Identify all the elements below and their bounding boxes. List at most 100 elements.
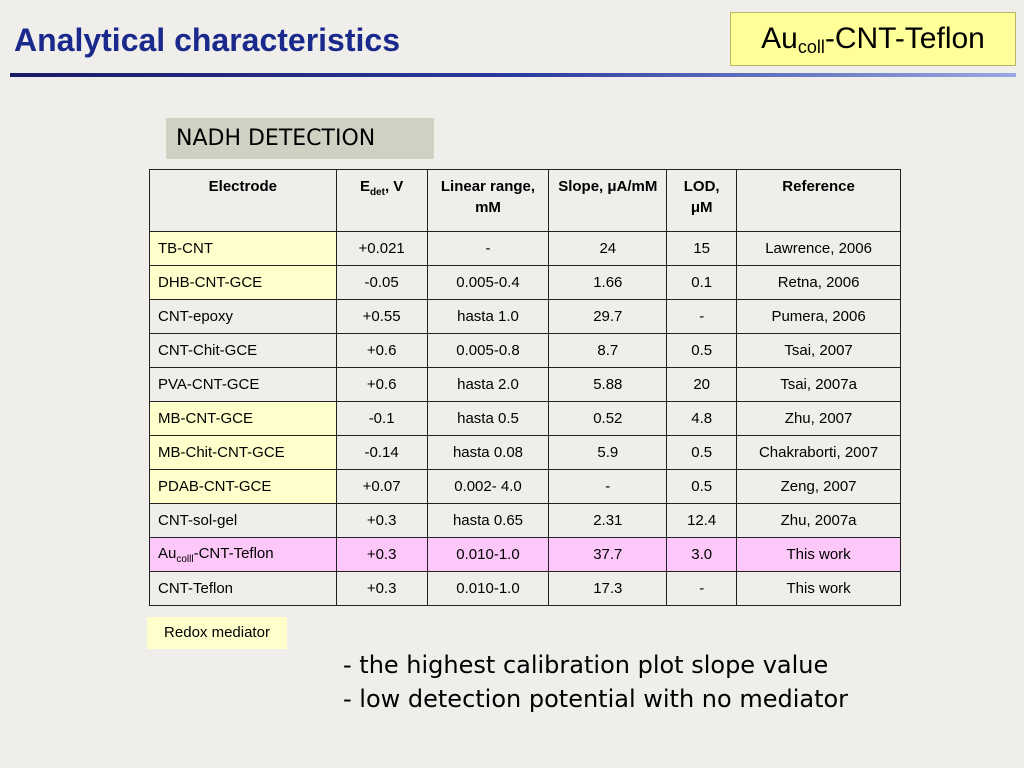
cell-reference: This work (736, 537, 901, 572)
cell-edet: -0.14 (335, 435, 428, 470)
electrode-name: CNT-sol-gel (158, 512, 238, 529)
electrode-name: PVA-CNT-GCE (158, 376, 260, 393)
cell-edet: -0.05 (335, 265, 428, 300)
cell-linear-range: hasta 1.0 (426, 299, 550, 334)
column-header-reference: Reference (736, 169, 901, 232)
cell-electrode: CNT-epoxy (149, 299, 337, 334)
cell-electrode: TB-CNT (149, 231, 337, 266)
cell-electrode: CNT-Teflon (149, 571, 337, 606)
cell-slope: 24 (548, 231, 668, 266)
electrode-name: MB-Chit-CNT-GCE (158, 444, 285, 461)
cell-linear-range: hasta 0.08 (426, 435, 550, 470)
cell-reference: Chakraborti, 2007 (736, 435, 901, 470)
cell-slope: 37.7 (548, 537, 668, 572)
cell-slope: 0.52 (548, 401, 668, 436)
cell-electrode: MB-CNT-GCE (149, 401, 337, 436)
section-label: NADH DETECTION (166, 118, 434, 159)
column-header-lod: LOD, μM (666, 169, 738, 232)
electrode-name: PDAB-CNT-GCE (158, 478, 272, 495)
cell-lod: 3.0 (666, 537, 738, 572)
table-row: PVA-CNT-GCE +0.6 hasta 2.0 5.88 20 Tsai, 2007… (149, 367, 901, 402)
table-row: CNT-sol-gel +0.3 hasta 0.65 2.31 12.4 Zhu, 20… (149, 503, 901, 538)
conclusion-notes: - the highest calibration plot slope val… (343, 648, 848, 716)
cell-edet: +0.6 (335, 367, 428, 402)
cell-edet: +0.3 (335, 503, 428, 538)
cell-lod: - (666, 571, 738, 606)
cell-reference: Tsai, 2007a (736, 367, 901, 402)
title-underline (10, 73, 1016, 77)
table-row: CNT-Teflon +0.3 0.010-1.0 17.3- This work (149, 571, 901, 606)
cell-edet: +0.55 (335, 299, 428, 334)
cell-electrode: CNT-sol-gel (149, 503, 337, 538)
edet-label: E (359, 178, 370, 195)
cell-electrode: Aucolll-CNT-Teflon (149, 537, 337, 572)
electrode-badge: Aucoll-CNT-Teflon (730, 12, 1016, 66)
column-header-linear-range: Linear range, mM (426, 169, 550, 232)
cell-lod: 12.4 (666, 503, 738, 538)
cell-lod: 15 (666, 231, 738, 266)
cell-slope: 8.7 (548, 333, 668, 368)
electrode-name: CNT-epoxy (158, 308, 234, 325)
cell-reference: Pumera, 2006 (736, 299, 901, 334)
cell-edet: -0.1 (335, 401, 428, 436)
cell-electrode: PDAB-CNT-GCE (149, 469, 337, 504)
cell-reference: Zeng, 2007 (736, 469, 901, 504)
badge-prefix: Au (761, 22, 798, 55)
table-row: DHB-CNT-GCE -0.05 0.005-0.4 1.66 0.1 Retna, 2… (149, 265, 901, 300)
cell-electrode: MB-Chit-CNT-GCE (149, 435, 337, 470)
cell-electrode: PVA-CNT-GCE (149, 367, 337, 402)
cell-slope: 29.7 (548, 299, 668, 334)
table-row: MB-Chit-CNT-GCE -0.14 hasta 0.08 5.9 0.5 Chak… (149, 435, 901, 470)
cell-reference: Retna, 2006 (736, 265, 901, 300)
cell-linear-range: 0.005-0.4 (426, 265, 550, 300)
cell-linear-range: 0.002- 4.0 (426, 469, 550, 504)
cell-linear-range: 0.005-0.8 (426, 333, 550, 368)
cell-lod: 20 (666, 367, 738, 402)
column-header-slope: Slope, μA/mM (548, 169, 668, 232)
cell-linear-range: hasta 2.0 (426, 367, 550, 402)
cell-linear-range: - (426, 231, 550, 266)
cell-linear-range: 0.010-1.0 (426, 537, 550, 572)
cell-reference: This work (736, 571, 901, 606)
cell-edet: +0.3 (335, 537, 428, 572)
cell-electrode: DHB-CNT-GCE (149, 265, 337, 300)
table-row: PDAB-CNT-GCE +0.07 0.002- 4.0-0.5 Zeng, 200… (149, 469, 901, 504)
cell-edet: +0.3 (335, 571, 428, 606)
cell-lod: 0.5 (666, 469, 738, 504)
cell-reference: Tsai, 2007 (736, 333, 901, 368)
note-potential: - low detection potential with no mediat… (343, 685, 849, 713)
cell-linear-range: hasta 0.5 (426, 401, 550, 436)
electrode-name: CNT-Chit-GCE (158, 342, 258, 359)
table-row: Aucolll-CNT-Teflon +0.3 0.010-1.0 37.7 3.0 Th… (149, 537, 901, 572)
electrode-name: TB-CNT (158, 240, 213, 257)
cell-slope: - (548, 469, 668, 504)
cell-edet: +0.07 (335, 469, 428, 504)
cell-linear-range: 0.010-1.0 (426, 571, 550, 606)
redox-mediator-legend: Redox mediator (147, 617, 287, 649)
table-body: TB-CNT +0.021-24 15 Lawrence, 2006 DHB-CNT-G… (149, 231, 901, 606)
cell-edet: +0.021 (335, 231, 428, 266)
cell-slope: 5.88 (548, 367, 668, 402)
table-row: TB-CNT +0.021-24 15 Lawrence, 2006 (149, 231, 901, 266)
cell-lod: 0.5 (666, 333, 738, 368)
electrode-name: DHB-CNT-GCE (158, 274, 263, 291)
page-title: Analytical characteristics (14, 22, 400, 58)
comparison-table: Electrode Edet, V Linear range, mM Slope… (149, 169, 901, 606)
cell-slope: 1.66 (548, 265, 668, 300)
cell-reference: Lawrence, 2006 (736, 231, 901, 266)
cell-lod: 4.8 (666, 401, 738, 436)
badge-suffix: -CNT-Teflon (824, 22, 985, 55)
electrode-name: MB-CNT-GCE (158, 410, 253, 427)
table-row: MB-CNT-GCE -0.1 hasta 0.5 0.52 4.8 Zhu, 2007 (149, 401, 901, 436)
cell-lod: 0.1 (666, 265, 738, 300)
electrode-name: Au (158, 544, 177, 562)
cell-lod: 0.5 (666, 435, 738, 470)
cell-linear-range: hasta 0.65 (426, 503, 550, 538)
table-header-row: Electrode Edet, V Linear range, mM Slope… (149, 169, 901, 232)
badge-subscript: coll (797, 37, 825, 57)
cell-edet: +0.6 (335, 333, 428, 368)
edet-unit: , V (384, 178, 404, 195)
column-header-edet: Edet, V (335, 169, 428, 232)
table-row: CNT-Chit-GCE +0.6 0.005-0.8 8.7 0.5 Tsai, 200… (149, 333, 901, 368)
column-header-electrode: Electrode (149, 169, 337, 232)
